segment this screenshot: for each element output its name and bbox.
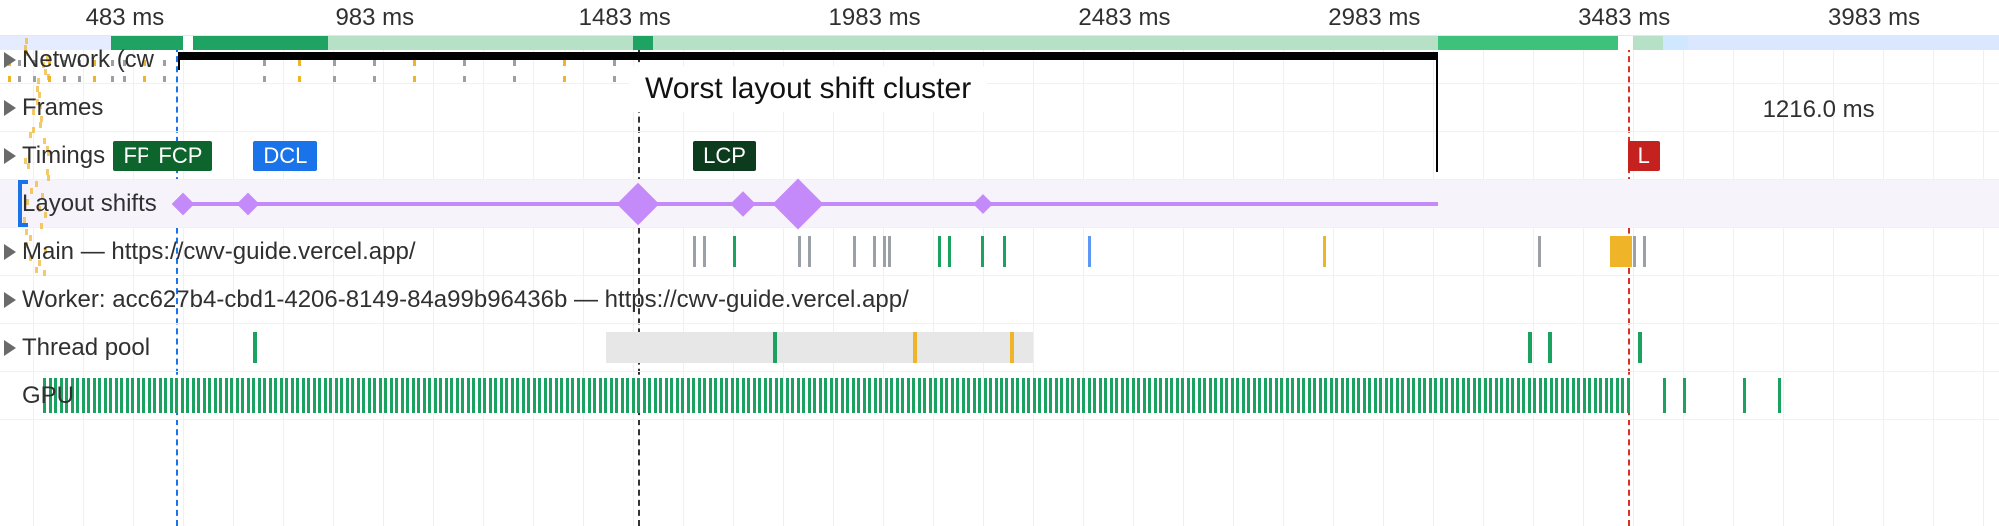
threadpool-event-tick[interactable]: [1548, 332, 1552, 363]
track-label: Timings: [22, 142, 105, 170]
main-event-tick[interactable]: [733, 236, 736, 267]
track-main[interactable]: Main — https://cwv-guide.vercel.app/: [0, 228, 1999, 276]
track-label: Worker: acc627b4-cbd1-4206-8149-84a99b96…: [22, 286, 909, 314]
ruler-tick-label: 1483 ms: [579, 4, 671, 32]
ruler-tick-label: 2983 ms: [1328, 4, 1420, 32]
threadpool-event-tick[interactable]: [1638, 332, 1642, 363]
main-event-tick[interactable]: [853, 236, 856, 267]
ruler-tick-label: 483 ms: [86, 4, 165, 32]
disclosure-triangle-icon[interactable]: [4, 244, 16, 260]
threadpool-event-tick[interactable]: [773, 332, 777, 363]
main-event-tick[interactable]: [1088, 236, 1091, 267]
main-event-tick[interactable]: [938, 236, 941, 267]
track-label: Main — https://cwv-guide.vercel.app/: [22, 238, 416, 266]
main-event-tick[interactable]: [1618, 236, 1621, 267]
disclosure-triangle-icon[interactable]: [4, 340, 16, 356]
callout-label: Worst layout shift cluster: [629, 66, 987, 112]
ruler-tick-label: 1983 ms: [829, 4, 921, 32]
track-thread_pool[interactable]: Thread pool: [0, 324, 1999, 372]
main-event-tick[interactable]: [1633, 236, 1636, 267]
ruler-tick-label: 3983 ms: [1828, 4, 1920, 32]
main-event-tick[interactable]: [1323, 236, 1326, 267]
time-ruler[interactable]: 483 ms 983 ms 1483 ms 1983 ms 2483 ms 2983 ms…: [0, 0, 1999, 36]
timing-badge-l[interactable]: L: [1628, 141, 1660, 171]
main-event-tick[interactable]: [873, 236, 876, 267]
main-event-tick[interactable]: [1538, 236, 1541, 267]
main-event-tick[interactable]: [888, 236, 891, 267]
track-worker[interactable]: Worker: acc627b4-cbd1-4206-8149-84a99b96…: [0, 276, 1999, 324]
ruler-tick-label: 2483 ms: [1078, 4, 1170, 32]
disclosure-triangle-icon[interactable]: [4, 52, 16, 68]
main-event-tick[interactable]: [1643, 236, 1646, 267]
track-layout_shifts[interactable]: Layout shifts: [0, 180, 1999, 228]
ruler-tick-label: 983 ms: [335, 4, 414, 32]
main-event-tick[interactable]: [1003, 236, 1006, 267]
disclosure-triangle-icon[interactable]: [4, 148, 16, 164]
threadpool-event-tick[interactable]: [1010, 332, 1014, 363]
track-label: Layout shifts: [22, 190, 157, 218]
threadpool-event-tick[interactable]: [253, 332, 257, 363]
track-label: Thread pool: [22, 334, 150, 362]
main-event-tick[interactable]: [808, 236, 811, 267]
track-label: Network (cw: [22, 46, 154, 74]
track-label: GPU: [22, 382, 74, 410]
worst-cls-callout: Worst layout shift cluster: [178, 52, 1437, 172]
disclosure-triangle-icon[interactable]: [4, 292, 16, 308]
main-event-tick[interactable]: [883, 236, 886, 267]
main-event-tick[interactable]: [981, 236, 984, 267]
track-gpu[interactable]: GPU: [0, 372, 1999, 420]
main-event-tick[interactable]: [693, 236, 696, 267]
main-event-tick[interactable]: [948, 236, 951, 267]
disclosure-triangle-icon[interactable]: [4, 100, 16, 116]
elapsed-time-badge: 1216.0 ms: [1763, 96, 1875, 124]
overview-strip: [0, 36, 1999, 50]
main-event-tick[interactable]: [798, 236, 801, 267]
main-event-tick[interactable]: [703, 236, 706, 267]
track-label: Frames: [22, 94, 103, 122]
threadpool-event-tick[interactable]: [913, 332, 917, 363]
threadpool-event-tick[interactable]: [1528, 332, 1532, 363]
ruler-tick-label: 3483 ms: [1578, 4, 1670, 32]
